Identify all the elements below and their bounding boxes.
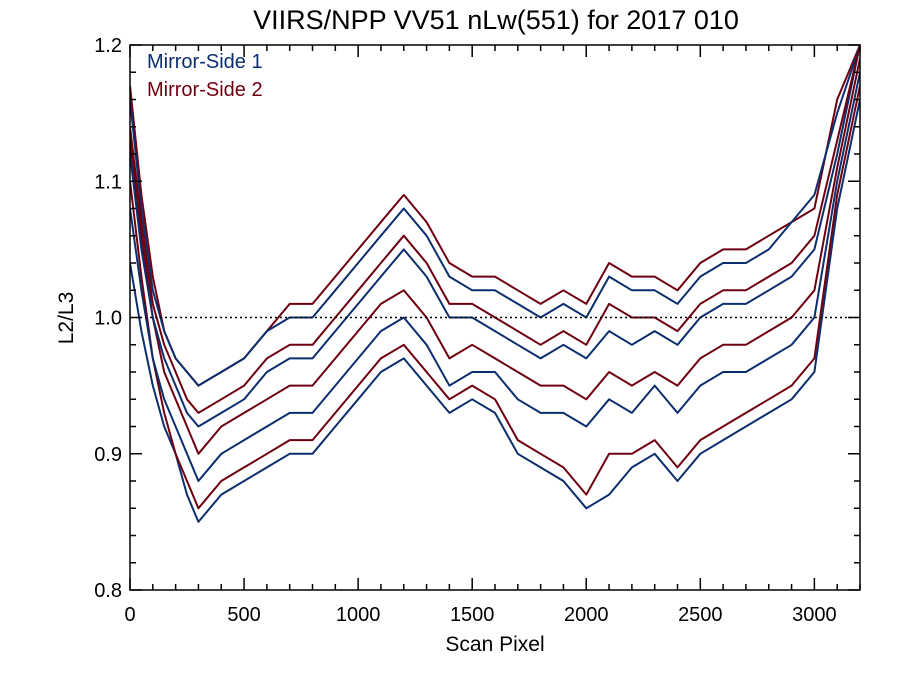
series-line-1-1 [130, 99, 860, 523]
y-tick-label: 1.1 [94, 171, 122, 193]
x-tick-label: 0 [124, 604, 135, 626]
y-tick-label: 0.8 [94, 580, 122, 602]
y-tick-label: 1.0 [94, 308, 122, 330]
series-line-1-2 [130, 72, 860, 482]
series-lines [130, 45, 860, 523]
series-line-2-2 [130, 58, 860, 455]
x-axis-label: Scan Pixel [445, 633, 544, 656]
x-tick-label: 2000 [564, 604, 609, 626]
x-tick-label: 2500 [678, 604, 723, 626]
axis-ticks: 0 500 1000 1500 2000 2500 3000 0.8 0.9 1.0 1.1 1.2 [94, 35, 861, 626]
legend-mirror-side-2: Mirror-Side 2 [147, 79, 263, 101]
chart-title: VIIRS/NPP VV51 nLw(551) for 2017 010 [253, 5, 739, 35]
y-axis-label: L2/L3 [55, 292, 78, 345]
x-tick-label: 3000 [792, 604, 837, 626]
y-tick-label: 0.9 [94, 444, 122, 466]
series-line-1-4 [130, 45, 860, 387]
legend-mirror-side-1: Mirror-Side 1 [147, 51, 263, 73]
x-tick-label: 1500 [450, 604, 495, 626]
y-tick-label: 1.2 [94, 35, 122, 57]
series-line-2-1 [130, 85, 860, 510]
series-line-2-4 [130, 45, 860, 414]
x-tick-label: 1000 [336, 604, 381, 626]
x-tick-label: 500 [227, 604, 260, 626]
